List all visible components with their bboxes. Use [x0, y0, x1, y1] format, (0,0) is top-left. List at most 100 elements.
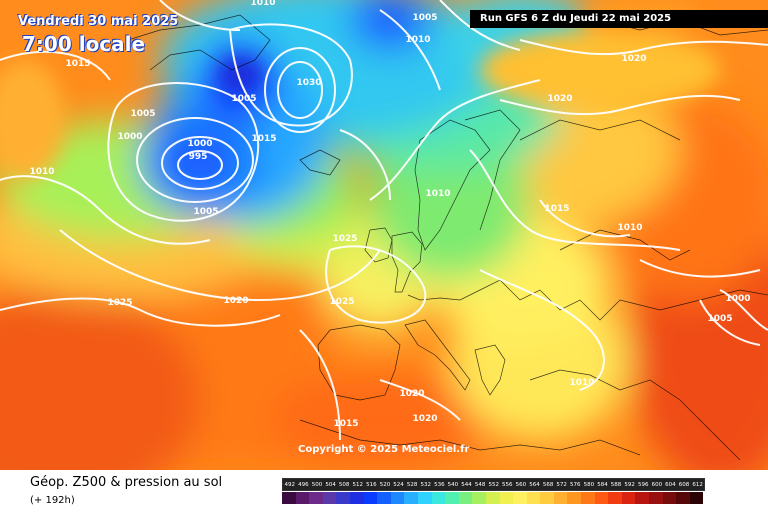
legend-swatch	[499, 492, 514, 504]
legend-value: 612	[690, 479, 705, 490]
isobar-label: 1025	[332, 234, 357, 244]
isobar-label: 1025	[329, 297, 354, 307]
legend-swatch	[567, 492, 582, 504]
legend-swatch	[553, 492, 568, 504]
copyright-text: Copyright © 2025 Meteociel.fr	[298, 444, 470, 455]
legend-value: 588	[609, 479, 623, 490]
legend-value: 540	[446, 479, 460, 490]
legend-value: 564	[527, 479, 542, 490]
legend-swatch	[431, 492, 446, 504]
legend-swatch	[390, 492, 405, 504]
lead-time: (+ 192h)	[30, 495, 75, 506]
legend-swatch	[458, 492, 473, 504]
color-scale-swatches	[282, 492, 704, 504]
legend-value: 568	[541, 479, 555, 490]
legend-swatch	[322, 492, 337, 504]
legend-swatch	[472, 492, 486, 504]
map-title: Géop. Z500 & pression au sol	[30, 475, 223, 490]
legend-swatch	[689, 492, 704, 504]
legend-swatch	[635, 492, 650, 504]
isobar-label: 1010	[29, 167, 54, 177]
isobar-label: 1010	[569, 378, 594, 388]
isobar-label: 1015	[333, 419, 358, 429]
isobar-labels: 1010 1005 1015 1010 1005 1005 1030 1015 1000 1000…	[29, 0, 750, 429]
isobar-label: 1005	[412, 13, 437, 23]
legend-value: 544	[459, 479, 474, 490]
isobar-label: 1000	[117, 132, 142, 142]
isobar-label: 995	[189, 152, 208, 162]
isobar-label: 1005	[231, 94, 256, 104]
legend-value: 524	[391, 479, 406, 490]
isobar-label: 1025	[107, 298, 132, 308]
legend-swatch	[363, 492, 378, 504]
legend-swatch	[621, 492, 636, 504]
legend-value: 516	[364, 479, 379, 490]
legend-value: 496	[296, 479, 311, 490]
legend-value: 492	[283, 479, 297, 490]
legend-value: 536	[432, 479, 447, 490]
legend-value: 500	[310, 479, 324, 490]
legend-swatch	[377, 492, 391, 504]
legend-value: 604	[663, 479, 678, 490]
legend-swatch	[526, 492, 541, 504]
isobar-label: 1020	[223, 296, 248, 306]
isobar-label: 1015	[544, 204, 569, 214]
legend-swatch	[608, 492, 622, 504]
valid-time: 7:00 locale	[22, 32, 146, 56]
legend-value: 504	[323, 479, 338, 490]
legend-swatch	[309, 492, 323, 504]
color-scale-labels: 492 496 500 504 508 512 516 520 524 528 532 536 540 5…	[282, 478, 706, 491]
isobar-label: 1005	[130, 109, 155, 119]
legend-swatch	[295, 492, 310, 504]
isobar-label: 1010	[617, 223, 642, 233]
legend-swatch	[485, 492, 500, 504]
legend-value: 580	[582, 479, 596, 490]
legend-value: 508	[337, 479, 351, 490]
isobars	[0, 0, 768, 441]
legend-value: 520	[378, 479, 392, 490]
legend-value: 528	[405, 479, 419, 490]
legend-value: 556	[500, 479, 515, 490]
isobar-label: 1000	[187, 139, 212, 149]
legend-swatch	[336, 492, 350, 504]
legend-swatch	[513, 492, 527, 504]
isobar-label: 1020	[412, 414, 437, 424]
legend-swatch	[404, 492, 418, 504]
weather-map: 1010 1005 1015 1010 1005 1005 1030 1015 1000 1000…	[0, 0, 768, 470]
run-info-banner: Run GFS 6 Z du Jeudi 22 mai 2025	[470, 10, 768, 28]
isobar-label: 1020	[621, 54, 646, 64]
legend-value: 548	[473, 479, 487, 490]
isobar-label: 1020	[547, 94, 572, 104]
isobar-label: 1010	[405, 35, 430, 45]
isobar-label: 1015	[65, 59, 90, 69]
isobar-label: 1010	[250, 0, 275, 8]
valid-date: Vendredi 30 mai 2025	[18, 14, 179, 29]
legend-value: 532	[418, 479, 433, 490]
isobar-label: 1005	[193, 207, 218, 217]
isobar-label: 1005	[707, 314, 732, 324]
footer-panel: Géop. Z500 & pression au sol (+ 192h) 49…	[0, 470, 768, 512]
legend-swatch	[581, 492, 595, 504]
map-canvas: 1010 1005 1015 1010 1005 1005 1030 1015 1000 1000…	[0, 0, 768, 470]
legend-value: 560	[514, 479, 528, 490]
isobar-label: 1020	[399, 389, 424, 399]
legend-value: 608	[677, 479, 691, 490]
legend-swatch	[594, 492, 609, 504]
legend-value: 552	[486, 479, 501, 490]
legend-value: 584	[595, 479, 610, 490]
legend-value: 592	[622, 479, 637, 490]
legend-swatch	[417, 492, 432, 504]
geopotential-field: 1010 1005 1015 1010 1005 1005 1030 1015 1000 1000…	[0, 0, 768, 470]
legend-swatch	[445, 492, 459, 504]
legend-swatch	[282, 492, 296, 504]
legend-value: 512	[350, 479, 365, 490]
isobar-label: 1015	[251, 134, 276, 144]
legend-value: 572	[554, 479, 569, 490]
legend-swatch	[662, 492, 677, 504]
legend-value: 600	[650, 479, 664, 490]
legend-swatch	[676, 492, 690, 504]
legend-value: 576	[568, 479, 583, 490]
legend-swatch	[540, 492, 554, 504]
isobar-label: 1000	[725, 294, 750, 304]
legend-swatch	[349, 492, 364, 504]
